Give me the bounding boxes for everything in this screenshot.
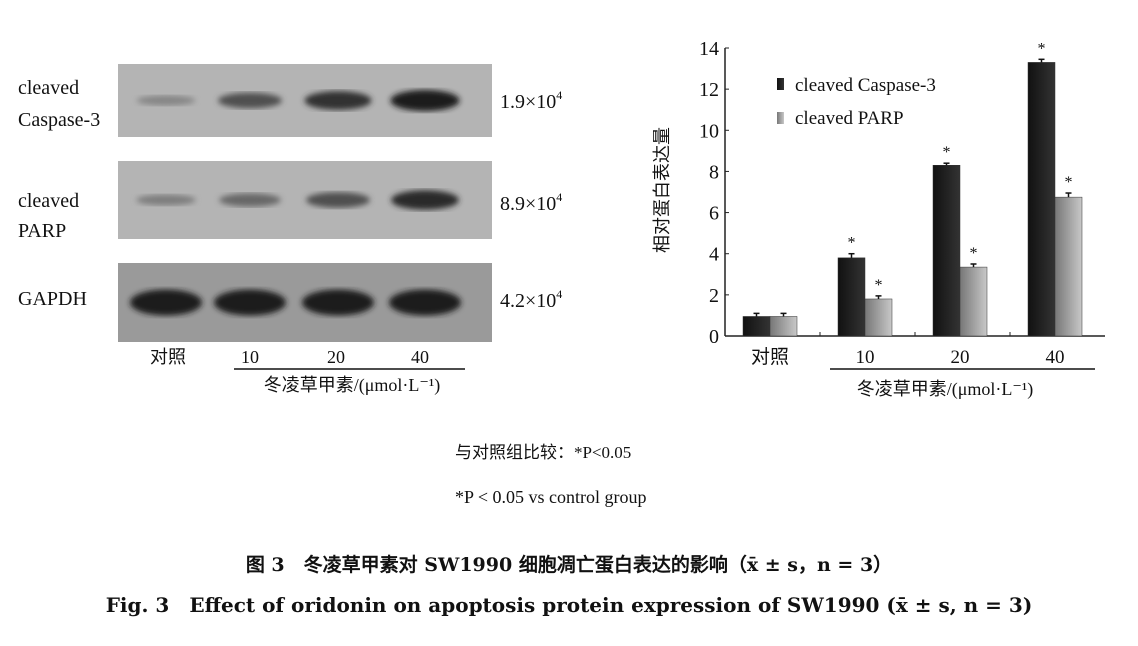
blot-lane-10: 10: [241, 347, 259, 367]
caption-cn: 图 3 冬凌草甲素对 SW1990 细胞凋亡蛋白表达的影响（x̄ ± s，n =…: [246, 553, 892, 576]
y-tick-label: 6: [709, 203, 719, 225]
blot-band-gapdh-lane-3: [302, 289, 374, 316]
legend-swatch-caspase3: [777, 78, 784, 90]
y-tick-label: 14: [699, 38, 719, 60]
blot-band-caspase3-lane-3: [304, 91, 372, 110]
blot-xlabel: 冬凌草甲素/(μmol·L⁻¹): [264, 375, 441, 396]
legend-label-caspase3: cleaved Caspase-3: [795, 75, 936, 96]
mw-caspase3: 1.9×104: [500, 88, 562, 113]
blot-band-gapdh-lane-1: [130, 289, 202, 316]
blot-band-caspase3-lane-1: [136, 95, 196, 106]
bar-parp-3: [1054, 196, 1083, 337]
bar-parp-0: [769, 316, 798, 337]
y-tick-label: 4: [709, 244, 719, 266]
legend-swatch-parp: [777, 112, 784, 124]
blot-band-caspase3-lane-2: [218, 92, 282, 109]
chart-xlabel: 冬凌草甲素/(μmol·L⁻¹): [857, 379, 1034, 400]
y-tick-label: 8: [709, 161, 719, 183]
blot-band-parp-lane-1: [136, 194, 196, 206]
blot-lane-20: 20: [327, 347, 345, 367]
blot-label-parp-line2: PARP: [18, 220, 66, 242]
x-tick-label: 20: [951, 347, 970, 368]
x-tick-label: 对照: [751, 346, 789, 368]
bar-chart: 0 2 4 6 8 10 12 14 对照 * * 10 * * 20 * * 40: [699, 38, 1105, 370]
y-tick-label: 10: [699, 120, 719, 142]
significance-marker: *: [1065, 174, 1073, 191]
bar-parp-1: [864, 298, 893, 337]
blot-lane-control: 对照: [150, 347, 186, 367]
mw-parp: 8.9×104: [500, 190, 562, 215]
caption-en: Fig. 3 Effect of oridonin on apoptosis p…: [106, 593, 1033, 617]
significance-marker: *: [848, 235, 856, 252]
note-cn: 与对照组比较：*P<0.05: [455, 443, 631, 462]
x-tick-label: 10: [856, 347, 875, 368]
note-en: *P < 0.05 vs control group: [455, 487, 646, 507]
blot-label-gapdh: GAPDH: [18, 288, 87, 310]
bar-caspase3-2: [932, 165, 961, 337]
significance-marker: *: [875, 277, 883, 294]
blot-band-caspase3-lane-4: [390, 89, 460, 112]
bar-caspase3-3: [1027, 62, 1056, 337]
blot-label-caspase3-line1: cleaved: [18, 77, 79, 99]
y-tick-label: 12: [699, 79, 719, 101]
blot-lane-40: 40: [411, 347, 429, 367]
significance-marker: *: [943, 144, 951, 161]
y-tick-label: 2: [709, 285, 719, 307]
western-blot: [118, 64, 492, 342]
mw-gapdh: 4.2×104: [500, 287, 562, 312]
bar-caspase3-1: [837, 257, 866, 337]
blot-band-parp-lane-2: [219, 193, 281, 207]
bar-caspase3-0: [742, 316, 771, 337]
significance-marker: *: [1038, 40, 1046, 57]
legend-label-parp: cleaved PARP: [795, 108, 904, 129]
bar-parp-2: [959, 266, 988, 337]
x-tick-label: 40: [1046, 347, 1065, 368]
y-tick-label: 0: [709, 326, 719, 348]
blot-band-gapdh-lane-2: [214, 289, 286, 316]
blot-band-parp-lane-3: [306, 192, 370, 208]
blot-band-gapdh-lane-4: [389, 289, 461, 316]
blot-label-parp-line1: cleaved: [18, 190, 79, 212]
blot-label-caspase3-line2: Caspase-3: [18, 109, 100, 131]
blot-band-parp-lane-4: [391, 190, 459, 210]
chart-ylabel: 相对蛋白表达量: [652, 127, 672, 253]
significance-marker: *: [970, 245, 978, 262]
